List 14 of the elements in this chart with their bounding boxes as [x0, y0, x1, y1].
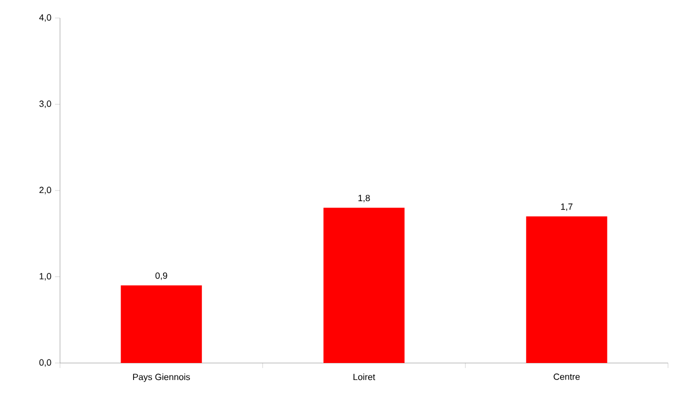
y-tick-label: 1,0 [40, 273, 52, 280]
x-tick-label: Loiret [354, 374, 376, 380]
bar [323, 208, 405, 363]
y-tick-label: 0,0 [39, 359, 52, 367]
data-label: 1,7 [561, 204, 572, 211]
x-tick-label: Pays Giennois [133, 374, 190, 382]
x-tick-label: Centre [554, 374, 580, 380]
y-tick-label: 3,0 [39, 100, 52, 108]
y-tick-label: 4,0 [39, 14, 52, 22]
bar [120, 285, 202, 363]
data-label: 1,8 [358, 194, 370, 202]
y-tick-label: 2,0 [39, 186, 52, 194]
data-label: 0,9 [155, 272, 168, 280]
bar [526, 216, 608, 363]
